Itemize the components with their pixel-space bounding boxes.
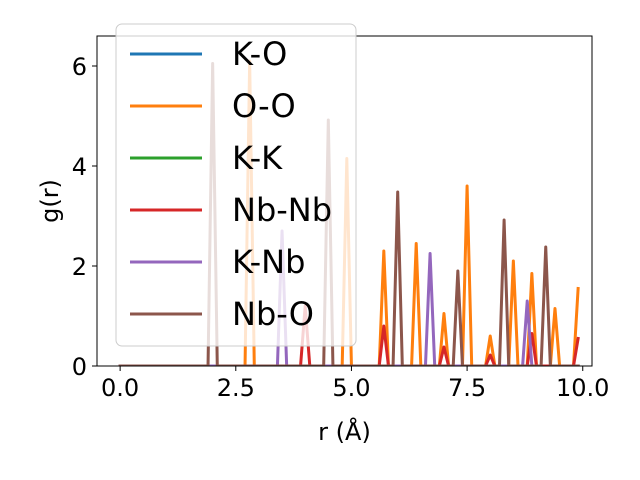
- legend: K-O O-O K-K Nb-Nb K-Nb Nb-O: [115, 23, 357, 347]
- y-tick-label: 4: [72, 153, 87, 181]
- x-tick-label: 5.0: [332, 374, 370, 402]
- x-tick-label: 7.5: [448, 374, 486, 402]
- series-line-nb-nb: [118, 304, 580, 366]
- legend-label-o-o: O-O: [232, 87, 296, 125]
- y-tick-label: 6: [72, 53, 87, 81]
- x-tick-label: 2.5: [217, 374, 255, 402]
- legend-label-k-k: K-K: [232, 139, 283, 177]
- y-axis-label: g(r): [36, 179, 64, 223]
- axes: 0.0 2.5 5.0 7.5 10.0 0 2 4 6 r (Å) g(r): [36, 35, 609, 446]
- legend-label-nb-o: Nb-O: [232, 295, 314, 333]
- legend-label-k-o: K-O: [232, 35, 287, 73]
- y-tick-label: 0: [72, 353, 87, 381]
- x-axis-label: r (Å): [318, 417, 371, 446]
- x-tick-label: 0.0: [101, 374, 139, 402]
- legend-label-k-nb: K-Nb: [232, 243, 305, 281]
- x-tick-label: 10.0: [556, 374, 609, 402]
- y-tick-label: 2: [72, 253, 87, 281]
- legend-label-nb-nb: Nb-Nb: [232, 191, 332, 229]
